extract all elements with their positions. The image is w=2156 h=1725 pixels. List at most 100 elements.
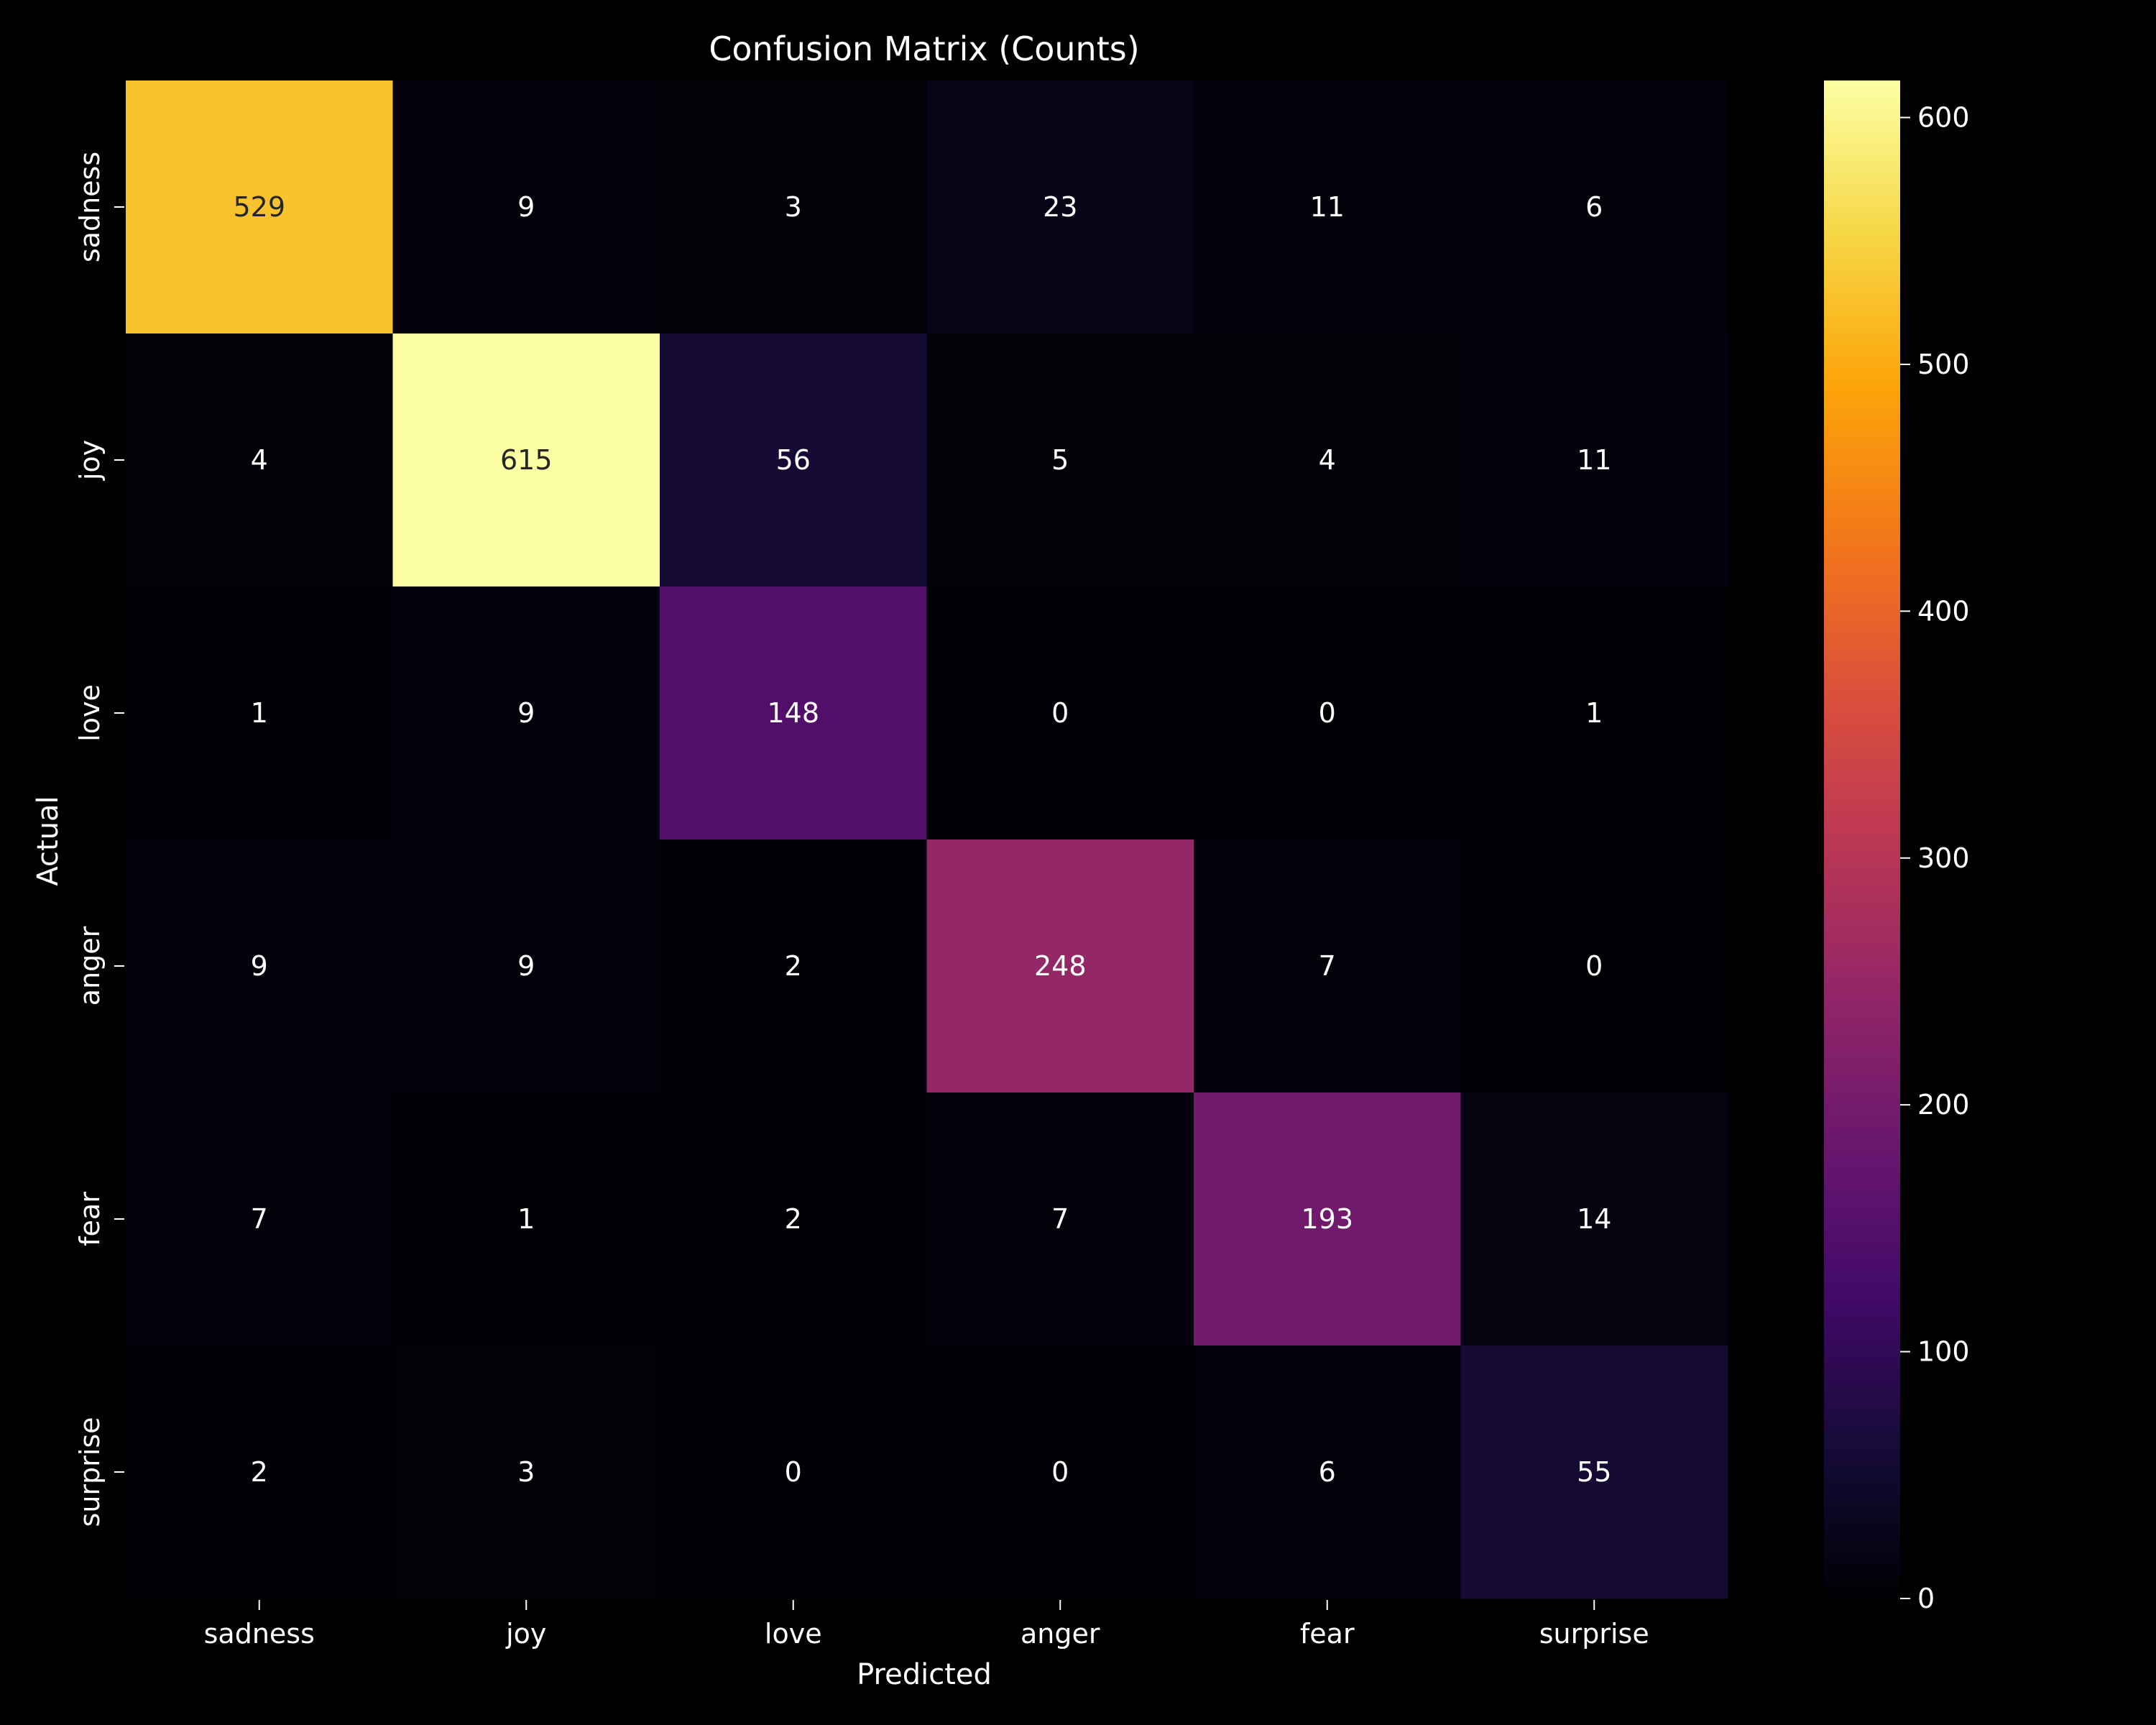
cell-value-label: 2 [785, 1203, 802, 1235]
heatmap-cell-surprise-sadness [126, 1346, 393, 1599]
cell-value-label: 6 [1585, 191, 1603, 223]
cell-value-label: 615 [500, 444, 553, 476]
heatmap-cell-sadness-anger [926, 80, 1194, 334]
chart-title: Confusion Matrix (Counts) [709, 29, 1139, 68]
colorbar-tick-label: 0 [1917, 1583, 1935, 1614]
x-axis-ticks: sadness joy love anger fear surprise [204, 1600, 1649, 1650]
cell-value-label: 5 [1051, 444, 1069, 476]
colorbar-tick-label: 100 [1917, 1336, 1970, 1368]
heatmap-cell-love-surprise [1460, 586, 1728, 840]
x-tick-label: anger [1021, 1618, 1100, 1650]
cell-value-label: 9 [251, 950, 268, 982]
heatmap-cell-sadness-surprise [1460, 80, 1728, 334]
heatmap-cell-fear-fear [1194, 1092, 1461, 1346]
heatmap-cell-surprise-anger [926, 1346, 1194, 1599]
heatmap-cell-joy-joy [392, 334, 660, 587]
cell-value-label: 6 [1319, 1456, 1336, 1488]
heatmap-cells [126, 80, 1728, 1599]
heatmap-cell-love-sadness [126, 586, 393, 840]
cell-value-label: 23 [1043, 191, 1077, 223]
heatmap-cell-fear-love [660, 1092, 927, 1346]
heatmap-cell-surprise-joy [392, 1346, 660, 1599]
y-axis-ticks: sadness joy love anger fear surprise [74, 152, 124, 1527]
heatmap-cell-love-fear [1194, 586, 1461, 840]
cell-value-label: 0 [1585, 950, 1603, 982]
cell-value-label: 2 [785, 950, 802, 982]
y-axis-label: Actual [32, 796, 65, 886]
heatmap-cell-sadness-love [660, 80, 927, 334]
cell-value-label: 14 [1577, 1203, 1611, 1235]
cell-value-label: 11 [1310, 191, 1345, 223]
y-tick-label: sadness [74, 152, 106, 262]
heatmap-cell-love-joy [392, 586, 660, 840]
heatmap-cell-fear-sadness [126, 1092, 393, 1346]
cell-value-label: 7 [251, 1203, 268, 1235]
x-axis-label: Predicted [857, 1658, 992, 1691]
heatmap-cell-anger-sadness [126, 840, 393, 1093]
cell-value-label: 4 [251, 444, 268, 476]
cell-value-label: 3 [785, 191, 802, 223]
heatmap-cell-joy-anger [926, 334, 1194, 587]
cell-value-label: 0 [785, 1456, 802, 1488]
cell-value-label: 1 [251, 697, 268, 729]
x-tick-label: sadness [204, 1618, 315, 1650]
heatmap-cell-sadness-joy [392, 80, 660, 334]
cell-value-label: 11 [1577, 444, 1611, 476]
heatmap-cell-fear-joy [392, 1092, 660, 1346]
colorbar-tick-label: 300 [1917, 842, 1970, 874]
cell-value-label: 9 [517, 950, 535, 982]
heatmap-cell-joy-fear [1194, 334, 1461, 587]
y-tick-label: joy [74, 440, 106, 481]
cell-value-label: 0 [1319, 697, 1336, 729]
cell-value-label: 56 [776, 444, 811, 476]
heatmap-cell-anger-anger [926, 840, 1194, 1093]
colorbar-tick-label: 400 [1917, 595, 1970, 627]
heatmap-cell-fear-surprise [1460, 1092, 1728, 1346]
cell-value-label: 193 [1301, 1203, 1353, 1235]
y-tick-label: fear [74, 1192, 106, 1246]
y-tick-label: anger [74, 926, 106, 1006]
heatmap-cell-surprise-surprise [1460, 1346, 1728, 1599]
cell-value-label: 4 [1319, 444, 1336, 476]
cell-value-label: 0 [1051, 1456, 1069, 1488]
heatmap-cell-joy-sadness [126, 334, 393, 587]
cell-value-label: 529 [233, 191, 285, 223]
cell-value-label: 248 [1034, 950, 1087, 982]
cell-value-label: 55 [1577, 1456, 1611, 1488]
heatmap-cell-love-anger [926, 586, 1194, 840]
colorbar-tick-label: 500 [1917, 349, 1970, 380]
heatmap-cell-joy-love [660, 334, 927, 587]
colorbar-ticks: 0 100 200 300 400 500 600 [1900, 102, 1970, 1614]
heatmap-cell-fear-anger [926, 1092, 1194, 1346]
colorbar-tick-label: 200 [1917, 1089, 1970, 1121]
cell-value-label: 7 [1051, 1203, 1069, 1235]
cell-value-label: 1 [517, 1203, 535, 1235]
x-tick-label: love [765, 1618, 822, 1650]
heatmap-cell-joy-surprise [1460, 334, 1728, 587]
heatmap-cell-love-love [660, 586, 927, 840]
heatmap-cell-sadness-sadness [126, 80, 393, 334]
cell-value-label: 9 [517, 697, 535, 729]
y-tick-label: love [74, 684, 106, 742]
heatmap-cell-labels: 529 9 3 23 11 64 615 56 5 4 111 9 148 0 0 19 9 2 248 7 07 1 2 7… [233, 191, 1611, 1488]
colorbar-tick-label: 600 [1917, 102, 1970, 134]
heatmap-cell-anger-surprise [1460, 840, 1728, 1093]
cell-value-label: 148 [767, 697, 819, 729]
x-tick-label: surprise [1539, 1618, 1649, 1650]
cell-value-label: 9 [517, 191, 535, 223]
cell-value-label: 0 [1051, 697, 1069, 729]
heatmap-cell-surprise-fear [1194, 1346, 1461, 1599]
heatmap-cell-anger-joy [392, 840, 660, 1093]
heatmap-cell-anger-love [660, 840, 927, 1093]
cell-value-label: 2 [251, 1456, 268, 1488]
colorbar [1824, 80, 1900, 1598]
heatmap-cell-sadness-fear [1194, 80, 1461, 334]
heatmap-cell-anger-fear [1194, 840, 1461, 1093]
y-tick-label: surprise [74, 1417, 106, 1527]
cell-value-label: 7 [1319, 950, 1336, 982]
heatmap-cell-surprise-love [660, 1346, 927, 1599]
x-tick-label: fear [1300, 1618, 1355, 1650]
cell-value-label: 3 [517, 1456, 535, 1488]
x-tick-label: joy [505, 1618, 546, 1650]
